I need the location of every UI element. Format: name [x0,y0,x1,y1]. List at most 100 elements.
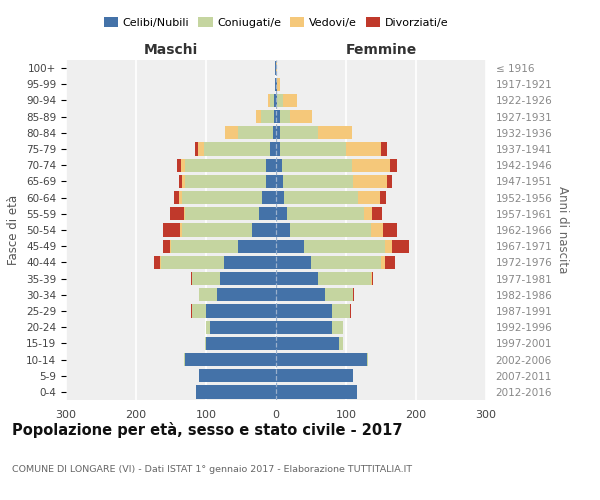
Bar [325,288,353,302]
Bar [261,110,274,124]
Bar [277,78,280,91]
Bar [185,175,265,188]
Bar [217,288,276,302]
Bar [287,207,364,220]
Bar [272,126,276,140]
Bar [380,191,386,204]
Bar [265,158,276,172]
Bar [160,256,161,269]
Bar [276,336,339,350]
Bar [259,207,276,220]
Bar [179,175,182,188]
Bar [390,158,397,172]
Bar [163,224,180,236]
Bar [265,175,276,188]
Bar [191,272,192,285]
Bar [184,207,185,220]
Bar [163,240,170,253]
Bar [238,240,276,253]
Bar [385,256,395,269]
Bar [353,175,386,188]
Bar [205,336,206,350]
Bar [274,110,276,124]
Text: Popolazione per età, sesso e stato civile - 2017: Popolazione per età, sesso e stato civil… [12,422,403,438]
Bar [161,256,223,269]
Bar [198,142,204,156]
Bar [276,207,287,220]
Bar [185,353,276,366]
Bar [318,126,352,140]
Bar [276,110,280,124]
Bar [276,320,332,334]
Bar [281,158,352,172]
Bar [199,288,217,302]
Bar [225,126,238,140]
Bar [204,142,271,156]
Bar [170,240,171,253]
Bar [283,94,297,107]
Bar [332,304,349,318]
Bar [185,158,265,172]
Text: COMUNE DI LONGARE (VI) - Dati ISTAT 1° gennaio 2017 - Elaborazione TUTTITALIA.IT: COMUNE DI LONGARE (VI) - Dati ISTAT 1° g… [12,466,412,474]
Bar [311,256,381,269]
Bar [371,224,383,236]
Bar [381,142,386,156]
Bar [251,224,276,236]
Bar [262,191,276,204]
Bar [191,304,192,318]
Bar [276,224,290,236]
Bar [276,304,332,318]
Bar [275,62,276,74]
Bar [372,207,382,220]
Bar [182,191,262,204]
Bar [206,304,276,318]
Bar [280,142,346,156]
Bar [206,320,209,334]
Bar [352,158,390,172]
Y-axis label: Fasce di età: Fasce di età [7,195,20,265]
Bar [353,288,355,302]
Bar [277,94,283,107]
Bar [180,224,182,236]
Bar [181,158,185,172]
Text: Femmine: Femmine [346,43,416,57]
Bar [284,191,358,204]
Bar [275,78,276,91]
Bar [392,240,409,253]
Bar [276,191,284,204]
Bar [268,94,270,107]
Bar [182,175,185,188]
Bar [290,110,313,124]
Bar [192,272,220,285]
Bar [199,369,276,382]
Legend: Celibi/Nubili, Coniugati/e, Vedovi/e, Divorziati/e: Celibi/Nubili, Coniugati/e, Vedovi/e, Di… [100,13,452,32]
Bar [276,78,277,91]
Bar [276,256,311,269]
Bar [304,240,385,253]
Bar [274,94,276,107]
Bar [276,142,280,156]
Bar [276,369,353,382]
Bar [154,256,160,269]
Bar [182,224,251,236]
Text: Maschi: Maschi [144,43,198,57]
Bar [178,158,181,172]
Bar [276,94,277,107]
Bar [371,272,372,285]
Bar [372,272,373,285]
Bar [364,207,372,220]
Bar [280,126,318,140]
Bar [174,191,179,204]
Bar [276,272,318,285]
Bar [386,175,392,188]
Bar [318,272,371,285]
Bar [185,207,259,220]
Bar [346,142,381,156]
Bar [276,175,283,188]
Y-axis label: Anni di nascita: Anni di nascita [556,186,569,274]
Bar [276,158,281,172]
Bar [385,240,392,253]
Bar [358,191,380,204]
Bar [367,353,368,366]
Bar [170,207,184,220]
